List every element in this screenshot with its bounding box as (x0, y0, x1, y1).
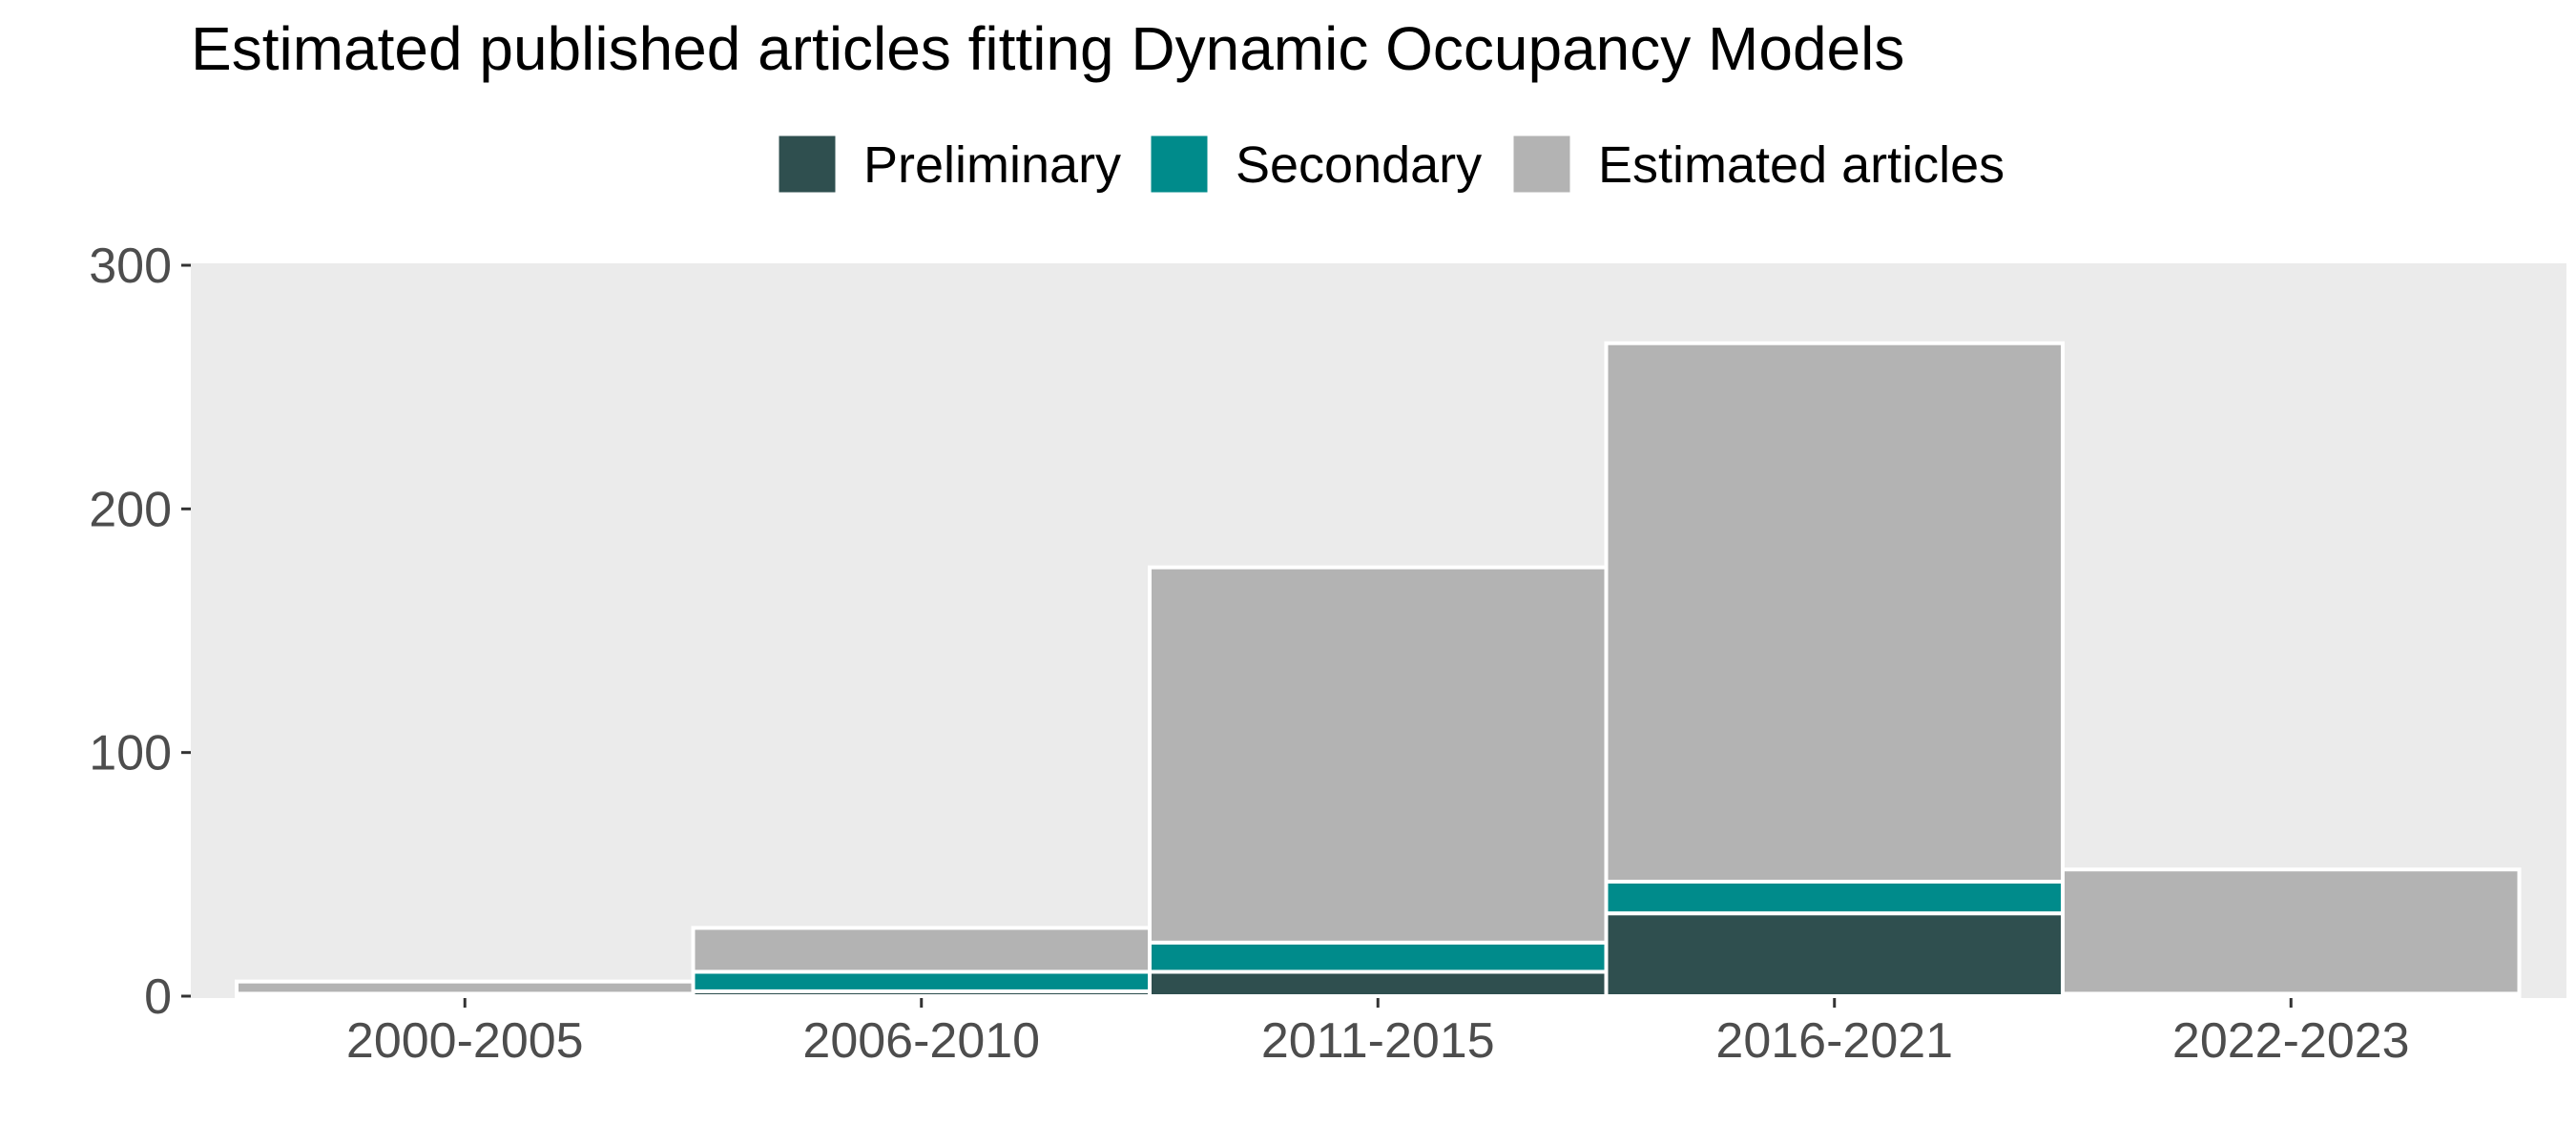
bar-segment-estimated-articles (1148, 565, 1609, 945)
bar-segment-secondary (1604, 879, 2065, 916)
legend-item: Estimated articles (1510, 133, 2005, 196)
legend-label: Estimated articles (1598, 136, 2005, 194)
y-tick-label: 200 (89, 482, 172, 537)
x-tick-label: 2022-2023 (2172, 1013, 2410, 1069)
bar-segment-secondary (691, 969, 1152, 993)
y-tick-label: 100 (89, 726, 172, 781)
x-tick-label: 2006-2010 (802, 1013, 1040, 1069)
y-tick-label: 0 (144, 969, 172, 1025)
chart-title: Estimated published articles fitting Dyn… (191, 14, 1904, 83)
x-tick-label: 2011-2015 (1261, 1013, 1495, 1069)
legend-item: Secondary (1148, 133, 1482, 196)
bar-segment-estimated-articles (691, 926, 1152, 974)
bar-segment-preliminary (1148, 969, 1609, 999)
bar-segment-preliminary (1604, 911, 2065, 998)
bar-segment-estimated-articles (1604, 341, 2065, 884)
y-axis: 0 100 200 300 (89, 239, 191, 1025)
x-tick-label: 2000-2005 (346, 1013, 584, 1069)
legend-label: Secondary (1236, 136, 1482, 194)
legend-label: Preliminary (863, 136, 1121, 194)
bar-segment-estimated-articles (235, 979, 696, 996)
bars (235, 341, 2522, 999)
legend: Preliminary Secondary Estimated articles (776, 133, 2005, 196)
x-tick-label: 2016-2021 (1715, 1013, 1953, 1069)
legend-swatch (1148, 133, 1211, 196)
bar-segment-secondary (1148, 940, 1609, 974)
bar-segment-estimated-articles (2061, 867, 2522, 996)
y-tick-label: 300 (89, 239, 172, 294)
legend-swatch (1510, 133, 1573, 196)
x-axis: 2000-2005 2006-2010 2011-2015 2016-2021 2022… (346, 998, 2410, 1069)
legend-swatch (776, 133, 839, 196)
legend-item: Preliminary (776, 133, 1121, 196)
